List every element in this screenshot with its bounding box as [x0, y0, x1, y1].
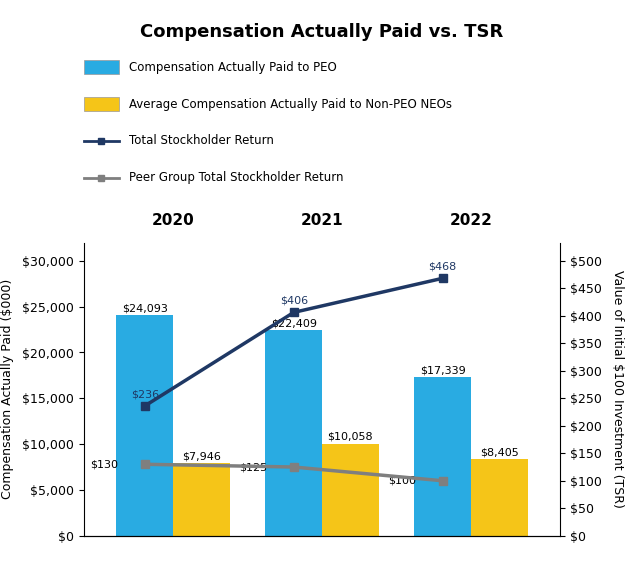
Text: Compensation Actually Paid vs. TSR: Compensation Actually Paid vs. TSR: [140, 23, 504, 41]
Bar: [471, 459, 527, 536]
Text: $8,405: $8,405: [480, 447, 518, 457]
Text: $17,339: $17,339: [420, 365, 466, 375]
Bar: [117, 315, 173, 536]
Text: 2022: 2022: [450, 213, 493, 228]
Bar: [173, 463, 230, 536]
Bar: [322, 444, 379, 536]
Text: Compensation Actually Paid to PEO: Compensation Actually Paid to PEO: [129, 61, 337, 74]
Text: 2021: 2021: [301, 213, 343, 228]
Text: 2020: 2020: [152, 213, 194, 228]
Text: Total Stockholder Return: Total Stockholder Return: [129, 134, 274, 148]
Text: Peer Group Total Stockholder Return: Peer Group Total Stockholder Return: [129, 171, 343, 184]
Text: $125: $125: [239, 462, 267, 472]
Text: $22,409: $22,409: [270, 319, 317, 329]
Text: $236: $236: [131, 389, 159, 399]
Bar: [265, 331, 322, 536]
Text: Average Compensation Actually Paid to Non-PEO NEOs: Average Compensation Actually Paid to No…: [129, 98, 452, 111]
Text: $468: $468: [428, 262, 457, 272]
Bar: [414, 377, 471, 536]
Text: $10,058: $10,058: [328, 432, 373, 442]
Text: $100: $100: [388, 476, 416, 486]
Text: $406: $406: [279, 296, 308, 306]
Text: $7,946: $7,946: [182, 451, 221, 461]
Y-axis label: Compensation Actually Paid ($000): Compensation Actually Paid ($000): [1, 279, 14, 499]
Text: $130: $130: [90, 459, 118, 469]
Y-axis label: Value of Initial $100 Investment (TSR): Value of Initial $100 Investment (TSR): [611, 270, 624, 508]
Text: $24,093: $24,093: [122, 303, 167, 314]
